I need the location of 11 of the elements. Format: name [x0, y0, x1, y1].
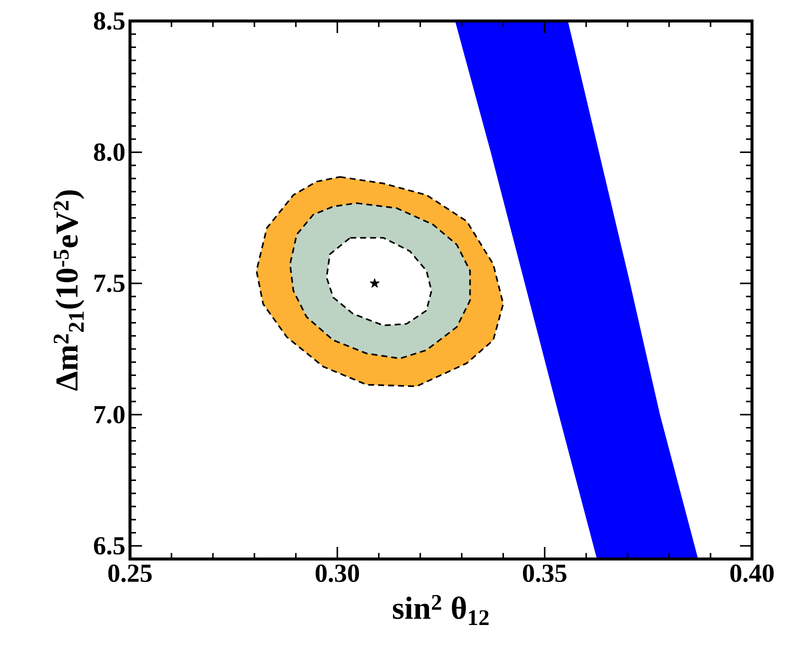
- y-tick-label: 7.5: [94, 274, 125, 292]
- x-axis-title: sin$^{2}$ θ$_{12}$: [392, 594, 489, 625]
- y-axis-title: Δm$^{2}$$_{21}$(10$^{-5}$eV$^{2}$): [54, 190, 84, 391]
- x-tick-label: 0.30: [316, 564, 360, 582]
- y-tick-label: 8.5: [94, 12, 125, 30]
- y-tick-label: 6.5: [94, 537, 125, 555]
- x-tick-label: 0.25: [108, 564, 152, 582]
- y-tick-label: 7.0: [94, 406, 124, 424]
- x-tick-label: 0.40: [730, 564, 774, 582]
- y-tick-label: 8.0: [94, 143, 124, 161]
- x-tick-label: 0.35: [522, 564, 566, 582]
